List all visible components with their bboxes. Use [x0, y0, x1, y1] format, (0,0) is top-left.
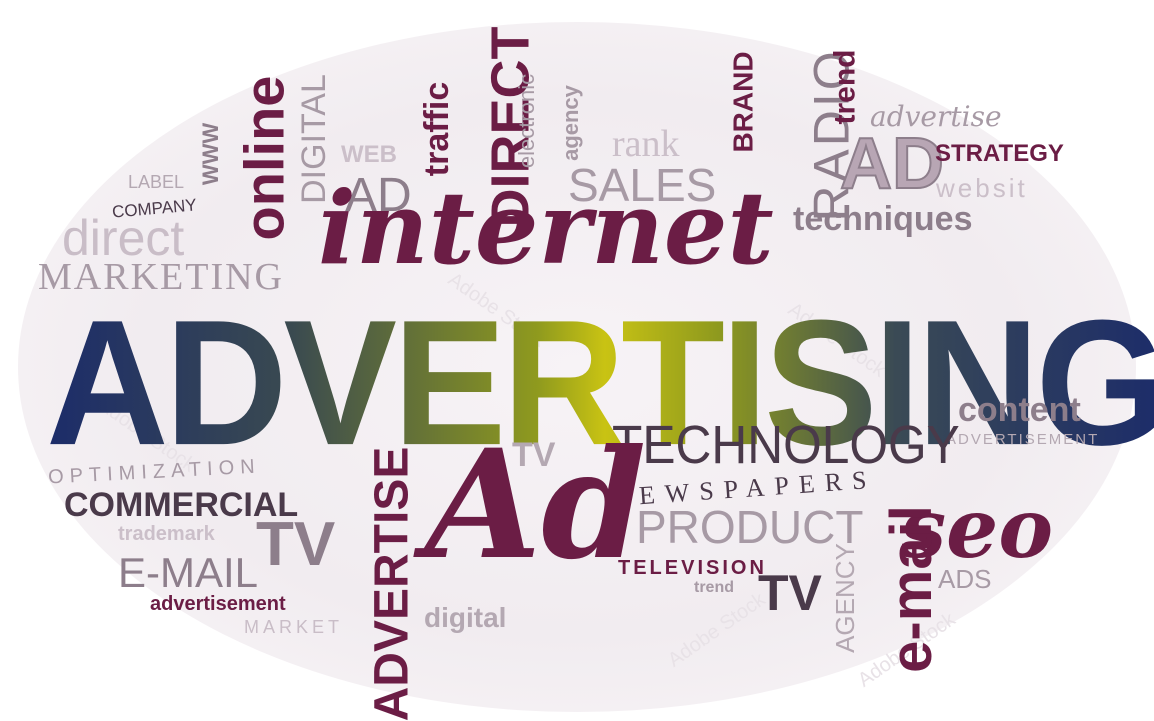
word-techniques: techniques: [793, 200, 973, 238]
word-direct-thin: direct: [62, 210, 185, 266]
word-www: WWW: [198, 122, 224, 186]
word-digital-bold: digital: [424, 602, 507, 633]
word-tv-bottom: TV: [758, 565, 822, 621]
word-ad-outline: AD: [345, 169, 412, 222]
word-internet: internet: [318, 169, 774, 287]
word-agency-caps: AGENCY: [829, 543, 860, 653]
word-web: WEB: [341, 141, 397, 168]
word-content: content: [958, 391, 1081, 429]
word-ad-big: AD: [839, 124, 945, 204]
word-technology: TECHNOLOGY: [612, 415, 960, 475]
word-tv-small: TV: [512, 436, 556, 474]
word-advertise-vertical: ADVERTISE: [365, 446, 419, 721]
word-advertisement-bold: advertisement: [150, 593, 286, 615]
word-trend-vertical: trend: [828, 49, 862, 125]
word-trademark: trademark: [118, 523, 215, 545]
word-ad-script: Ad: [425, 417, 647, 593]
word-agency-vertical: agency: [557, 85, 583, 161]
word-advertise-script: advertise: [870, 100, 1002, 133]
word-strategy: STRATEGY: [935, 140, 1064, 167]
word-online: online: [232, 75, 296, 241]
word-trend-small: trend: [694, 579, 734, 596]
word-electronic: electronic: [514, 73, 540, 169]
word-marketing: MARKETING: [38, 256, 284, 298]
word-commercial: COMMERCIAL: [64, 486, 299, 524]
word-product: PRODUCT: [636, 501, 864, 553]
word-email-vertical: e-mail: [878, 505, 944, 673]
word-ads: ADS: [938, 564, 992, 594]
word-market: MARKET: [244, 617, 344, 637]
word-websit: websit: [936, 173, 1028, 203]
word-brand: BRAND: [727, 51, 759, 153]
word-seo: seo: [900, 481, 1054, 577]
word-television: TELEVISION: [618, 557, 767, 579]
word-label: LABEL: [128, 172, 185, 192]
word-traffic: traffic: [418, 81, 457, 177]
word-advertisement-caps: ADVERTISEMENT: [946, 431, 1100, 448]
word-cloud-background: [18, 22, 1136, 712]
word-advertising: ADVERTISING: [46, 294, 1154, 473]
word-rank: rank: [612, 123, 680, 165]
word-sales: SALES: [568, 159, 717, 211]
word-tv-mid: TV: [256, 510, 336, 579]
word-email-caps: E-MAIL: [118, 549, 259, 596]
